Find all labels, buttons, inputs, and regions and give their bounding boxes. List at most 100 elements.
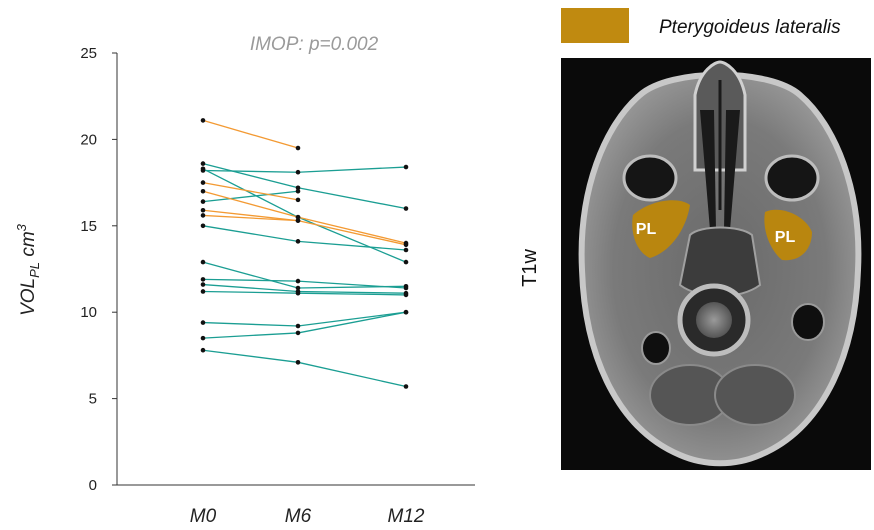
x-tick-label: M0 [190, 506, 217, 527]
series-line-teal [202, 278, 299, 282]
data-point [295, 323, 301, 329]
y-tick-label: 25 [80, 45, 97, 62]
posterior-structure-right [791, 303, 825, 341]
legend-label: Pterygoideus lateralis [659, 17, 841, 38]
x-axis: M0 M6 M12 [117, 484, 475, 527]
data-point [200, 166, 206, 172]
data-point [295, 145, 301, 151]
series-line-orange [297, 216, 407, 244]
series-lines [202, 119, 407, 388]
series-line-teal [202, 169, 299, 173]
data-point [200, 289, 206, 294]
data-point [200, 213, 206, 218]
data-point [200, 223, 206, 229]
data-point [295, 290, 301, 296]
series-line-orange [297, 219, 407, 246]
data-point [403, 259, 409, 265]
data-point [295, 278, 301, 284]
mri-image: PL PL [561, 58, 871, 470]
data-point [200, 347, 206, 353]
data-point [403, 285, 409, 291]
series-line-orange [202, 119, 299, 149]
series-line-teal [297, 311, 407, 334]
data-point [200, 277, 206, 282]
series-line-teal [202, 225, 299, 242]
series-line-orange [202, 181, 299, 201]
y-tick-label: 20 [80, 131, 97, 148]
data-point [200, 161, 206, 166]
nasal-cavity-left [700, 110, 716, 230]
y-tick-label: 5 [89, 391, 97, 408]
y-tick-label: 15 [80, 218, 97, 235]
data-point [295, 285, 301, 291]
series-line-teal [202, 332, 299, 339]
series-line-orange [202, 214, 299, 222]
data-point [200, 320, 206, 325]
legend-swatch [561, 8, 629, 43]
series-line-teal [297, 292, 407, 296]
posterior-structure-left [641, 331, 671, 365]
chart-title: IMOP: p=0.002 [250, 34, 379, 55]
data-point [200, 199, 206, 204]
neck-muscle-right [714, 364, 796, 426]
y-ticks: 0 5 10 15 20 25 [80, 45, 117, 494]
y-tick-label: 10 [80, 304, 97, 321]
data-point [295, 188, 301, 194]
series-line-teal [202, 321, 299, 327]
series-line-teal [202, 290, 299, 294]
data-point [295, 218, 301, 223]
series-line-teal [297, 311, 407, 327]
data-point [403, 164, 409, 170]
series-line-teal [297, 240, 407, 251]
data-point [403, 247, 409, 253]
series-line-teal [202, 261, 299, 289]
line-chart: IMOP: p=0.002 0 5 10 15 20 25 M0 M6 M12 VOLPL c… [14, 34, 475, 527]
series-line-teal [297, 166, 407, 173]
data-point [295, 360, 301, 365]
pterygoid-left [632, 200, 690, 258]
y-label-sub: PL [27, 262, 42, 278]
series-points [200, 118, 409, 389]
data-point [403, 292, 409, 298]
x-ticks: M0 M6 M12 [190, 506, 425, 527]
region-label-right: PL [775, 229, 796, 246]
y-label-sup: 3 [14, 223, 29, 231]
pterygoid-right [764, 209, 812, 261]
series-line-teal [297, 280, 407, 289]
data-point [200, 259, 206, 265]
series-line-teal [202, 283, 299, 293]
data-point [200, 282, 206, 287]
series-line-teal [202, 190, 299, 203]
data-point [200, 335, 206, 341]
sinus-left [622, 154, 678, 202]
data-point [295, 169, 301, 175]
data-point [200, 180, 206, 185]
series-line-teal [297, 187, 407, 210]
data-point [295, 197, 301, 203]
series-line-teal [202, 349, 299, 363]
data-point [200, 188, 206, 194]
legend: Pterygoideus lateralis [561, 8, 841, 43]
data-point [295, 214, 301, 220]
y-axis-label: VOLPL cm3 [14, 223, 42, 316]
region-label-left: PL [636, 221, 657, 238]
data-point [403, 309, 409, 315]
y-tick-label: 0 [89, 477, 97, 494]
x-tick-label: M12 [388, 506, 425, 527]
spinal-cord [696, 302, 732, 338]
sequence-label: T1w [519, 249, 541, 287]
series-line-teal [297, 361, 407, 388]
series-line-orange [202, 190, 299, 218]
sinus-right [764, 154, 820, 202]
x-tick-label: M6 [285, 506, 312, 527]
data-point [295, 330, 301, 336]
nasal-cavity-right [724, 110, 740, 230]
series-line-teal [202, 168, 299, 218]
data-point [403, 206, 409, 211]
series-line-teal [202, 162, 299, 189]
series-line-orange [202, 209, 299, 222]
data-point [200, 207, 206, 213]
data-point [295, 185, 301, 191]
data-point [295, 239, 301, 244]
